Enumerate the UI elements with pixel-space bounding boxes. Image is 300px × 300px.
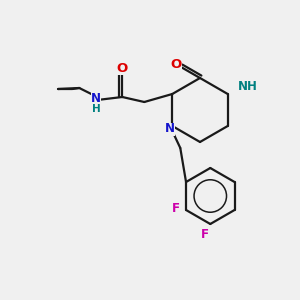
- Text: H: H: [92, 104, 101, 114]
- Text: O: O: [117, 61, 128, 74]
- Text: O: O: [170, 58, 182, 70]
- Text: N: N: [165, 122, 175, 136]
- Text: NH: NH: [238, 80, 258, 92]
- Text: F: F: [201, 227, 209, 241]
- Text: N: N: [91, 92, 101, 104]
- Text: F: F: [172, 202, 180, 214]
